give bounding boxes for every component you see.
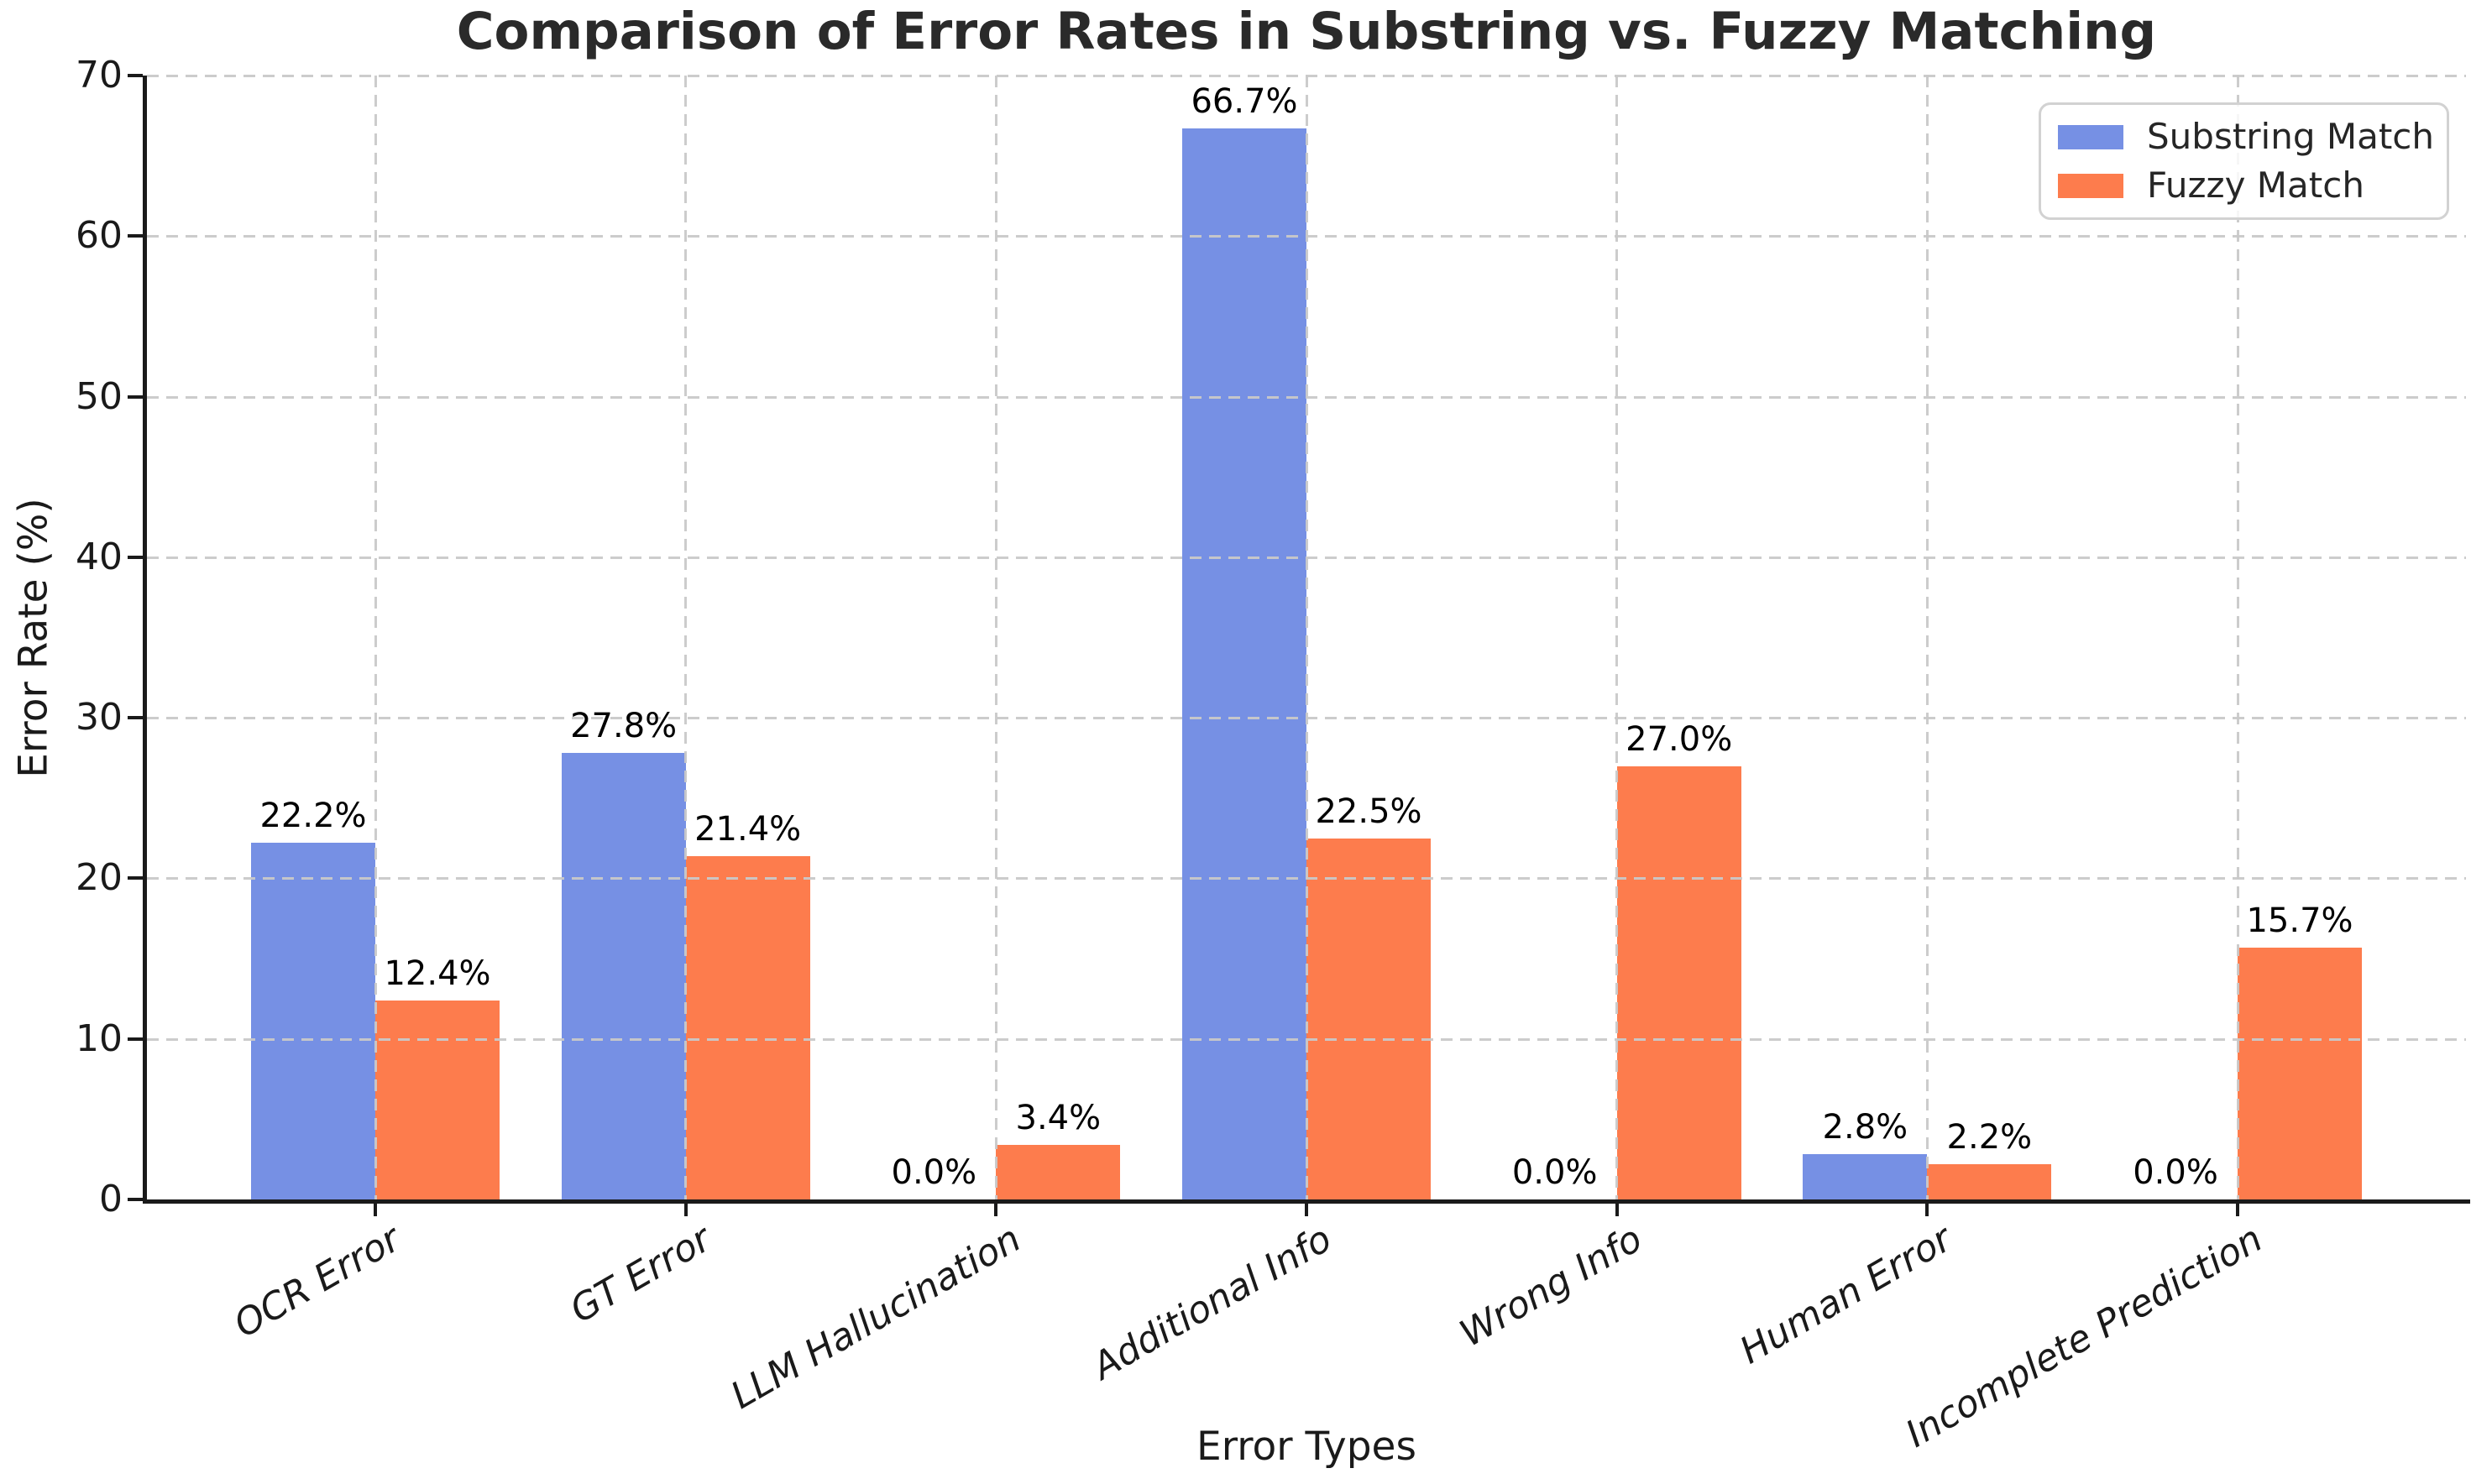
y-tick-label-40: 40 [76, 536, 123, 578]
x-tick-mark-1 [684, 1204, 688, 1216]
bar-substring-match-1 [561, 753, 686, 1199]
y-axis-spine [143, 76, 147, 1204]
legend-label-fuzzy: Fuzzy Match [2147, 165, 2364, 206]
bar-fuzzy-match-4 [1616, 766, 1741, 1199]
gridline-v-1 [684, 76, 687, 1199]
gridline-v-0 [374, 76, 377, 1199]
gridline-v-4 [1615, 76, 1618, 1199]
bar-fuzzy-match-3 [1306, 839, 1431, 1199]
bar-value-label: 27.8% [570, 707, 678, 745]
y-tick-mark-50 [128, 395, 143, 399]
y-tick-mark-40 [128, 556, 143, 559]
bar-value-label: 0.0% [891, 1153, 977, 1192]
x-tick-label-2: LLM Hallucination [724, 1217, 1029, 1418]
bar-value-label: 2.2% [1946, 1118, 2033, 1157]
gridline-v-2 [995, 76, 997, 1199]
gridline-v-3 [1306, 76, 1308, 1199]
gridline-v-6 [2237, 76, 2239, 1199]
y-tick-mark-70 [128, 74, 143, 77]
x-tick-mark-2 [994, 1204, 997, 1216]
bar-fuzzy-match-2 [996, 1145, 1121, 1199]
y-tick-mark-0 [128, 1198, 143, 1201]
bar-substring-match-5 [1803, 1154, 1928, 1199]
bar-value-label: 0.0% [2133, 1153, 2218, 1192]
y-tick-mark-10 [128, 1037, 143, 1041]
bar-fuzzy-match-6 [2238, 948, 2363, 1199]
bar-value-label: 3.4% [1015, 1099, 1102, 1137]
legend: Substring Match Fuzzy Match [2039, 102, 2449, 220]
bar-value-label: 0.0% [1511, 1153, 1598, 1192]
y-tick-label-70: 70 [76, 54, 123, 97]
x-tick-mark-6 [2236, 1204, 2239, 1216]
x-axis-spine [143, 1199, 2470, 1204]
legend-row-substring: Substring Match [2058, 119, 2434, 154]
gridline-v-5 [1926, 76, 1929, 1199]
bar-value-label: 21.4% [694, 810, 802, 849]
bar-value-label: 22.2% [259, 797, 367, 835]
bar-fuzzy-match-1 [685, 856, 810, 1199]
fuzzy-match-swatch-icon [2058, 173, 2123, 198]
y-tick-mark-20 [128, 876, 143, 880]
bar-value-label: 66.7% [1191, 82, 1298, 121]
y-tick-label-50: 50 [76, 375, 123, 418]
x-tick-label-5: Human Error [1733, 1217, 1960, 1373]
x-axis-label: Error Types [1196, 1424, 1416, 1470]
legend-row-fuzzy: Fuzzy Match [2058, 168, 2430, 203]
bar-value-label: 15.7% [2246, 901, 2353, 940]
y-tick-mark-30 [128, 716, 143, 719]
y-tick-label-30: 30 [76, 696, 123, 739]
x-tick-label-0: OCR Error [227, 1217, 408, 1346]
x-tick-label-4: Wrong Info [1453, 1217, 1650, 1356]
x-tick-mark-0 [374, 1204, 377, 1216]
bar-value-label: 12.4% [384, 954, 491, 993]
bar-substring-match-3 [1182, 128, 1306, 1199]
x-tick-mark-3 [1305, 1204, 1308, 1216]
y-tick-label-20: 20 [76, 856, 123, 899]
legend-label-substring: Substring Match [2147, 116, 2435, 157]
x-tick-label-1: GT Error [563, 1217, 719, 1332]
y-tick-label-10: 10 [76, 1017, 123, 1060]
x-tick-label-3: Additional Info [1085, 1217, 1339, 1388]
bar-value-label: 27.0% [1626, 720, 1733, 759]
x-tick-mark-5 [1925, 1204, 1929, 1216]
substring-match-swatch-icon [2058, 124, 2123, 149]
bar-value-label: 2.8% [1822, 1108, 1908, 1147]
y-tick-label-60: 60 [76, 214, 123, 257]
bar-fuzzy-match-0 [375, 1001, 500, 1199]
bar-fuzzy-match-5 [1927, 1164, 2052, 1199]
chart-title: Comparison of Error Rates in Substring v… [456, 2, 2157, 61]
x-tick-mark-4 [1615, 1204, 1619, 1216]
bar-substring-match-0 [251, 843, 375, 1199]
bar-value-label: 22.5% [1315, 792, 1422, 831]
y-tick-mark-60 [128, 234, 143, 238]
y-tick-label-0: 0 [99, 1178, 123, 1220]
